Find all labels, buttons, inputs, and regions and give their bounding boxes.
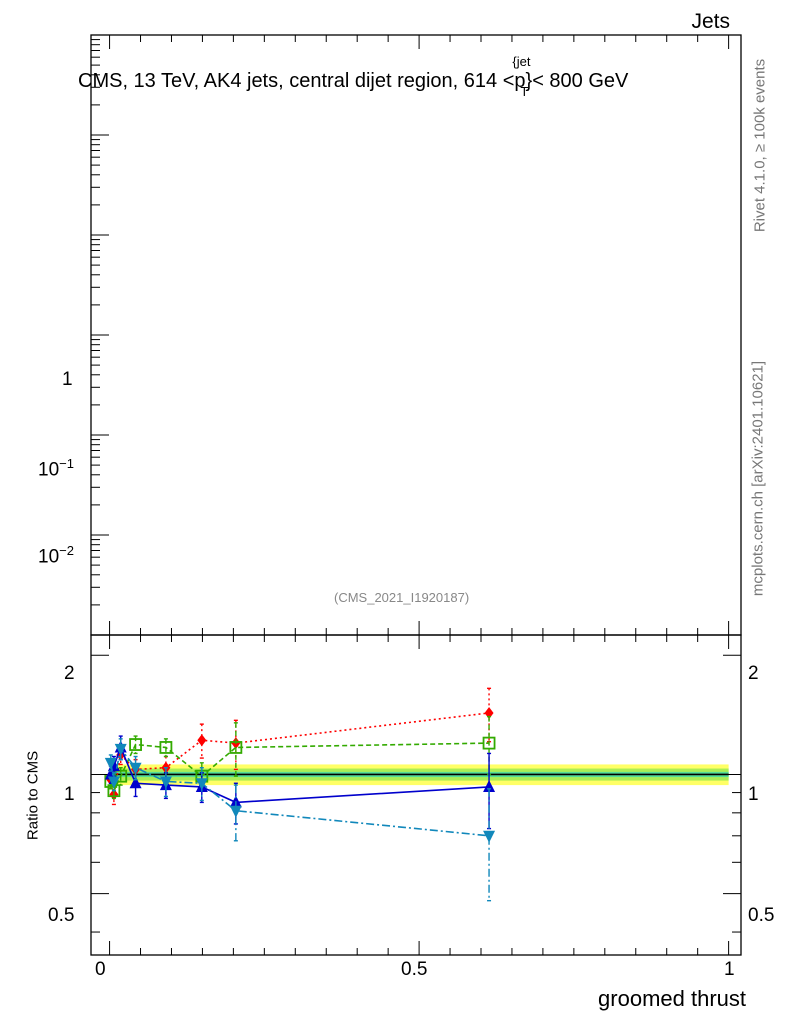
- marker-triangle-down: [107, 776, 120, 789]
- title-pt: p {jet T: [512, 54, 530, 99]
- series-cyan-triangle-down: [104, 738, 496, 902]
- ratio-series: [104, 687, 496, 902]
- ratio-frame: [90, 634, 742, 956]
- ratio-tick-right-1: 1: [748, 784, 759, 805]
- upper-frame: [90, 34, 742, 636]
- marker-square: [229, 741, 243, 754]
- marker-triangle-up: [129, 776, 142, 789]
- upper-tick-0.1-text: 10: [38, 459, 60, 481]
- side-label-rivet: Rivet 4.1.0, ≥ 100k events: [751, 58, 769, 233]
- title-prefix: CMS, 13 TeV, AK4 jets, central dijet reg…: [78, 70, 515, 92]
- ratio-tick-left-0.5: 0.5: [48, 905, 75, 926]
- title-sub: T: [520, 84, 529, 99]
- reference-band: [109, 764, 729, 786]
- marker-square: [482, 736, 496, 750]
- ratio-tick-right-0.5: 0.5: [748, 905, 775, 926]
- axis-ticks: [91, 35, 741, 955]
- ratio-tick-left-1: 1: [64, 784, 75, 805]
- side-label-mcplots: mcplots.cern.ch [arXiv:2401.10621]: [749, 360, 767, 597]
- marker-triangle-down: [195, 778, 208, 791]
- ratio-tick-right-2: 2: [748, 663, 759, 684]
- x-tick-1: 1: [724, 959, 735, 980]
- marker-diamond: [484, 706, 494, 719]
- title-suffix: }< 800 GeV: [525, 70, 629, 92]
- marker-square: [159, 741, 173, 754]
- marker-triangle-down: [229, 805, 242, 818]
- analysis-id: (CMS_2021_I1920187): [334, 590, 470, 605]
- title-pt-p: p: [514, 70, 526, 92]
- upper-tick-label-0.01: 10−2: [38, 543, 74, 568]
- top-right-label: Jets: [691, 10, 730, 33]
- x-tick-0.5: 0.5: [401, 959, 428, 980]
- plot-frames: [90, 34, 742, 956]
- x-tick-0: 0: [95, 959, 106, 980]
- series-line-cyan-triangle-down: [110, 747, 490, 837]
- upper-tick-0.01-text: 10: [38, 546, 60, 568]
- marker-triangle-down: [159, 776, 172, 789]
- marker-triangle-down: [129, 762, 142, 775]
- title-sup: {jet: [512, 54, 531, 69]
- marker-diamond: [197, 734, 207, 747]
- upper-tick-1-text: 1: [62, 369, 73, 390]
- x-axis-label: groomed thrust: [598, 986, 746, 1011]
- ratio-tick-left-2: 2: [64, 663, 75, 684]
- upper-tick-0.1-exp: −1: [59, 456, 74, 471]
- upper-tick-label-0.1: 10−1: [38, 456, 74, 481]
- ratio-y-axis-label: Ratio to CMS: [24, 750, 42, 841]
- upper-tick-label-1: 1: [62, 369, 73, 391]
- chart-title: CMS, 13 TeV, AK4 jets, central dijet reg…: [78, 54, 629, 99]
- marker-triangle-down: [483, 830, 496, 843]
- marker-triangle-up: [483, 779, 496, 792]
- series-line-green-square: [110, 742, 490, 793]
- marker-triangle-down: [114, 743, 127, 756]
- marker-square: [129, 738, 142, 751]
- marker-triangle-down: [104, 757, 117, 770]
- upper-tick-0.01-exp: −2: [59, 543, 74, 558]
